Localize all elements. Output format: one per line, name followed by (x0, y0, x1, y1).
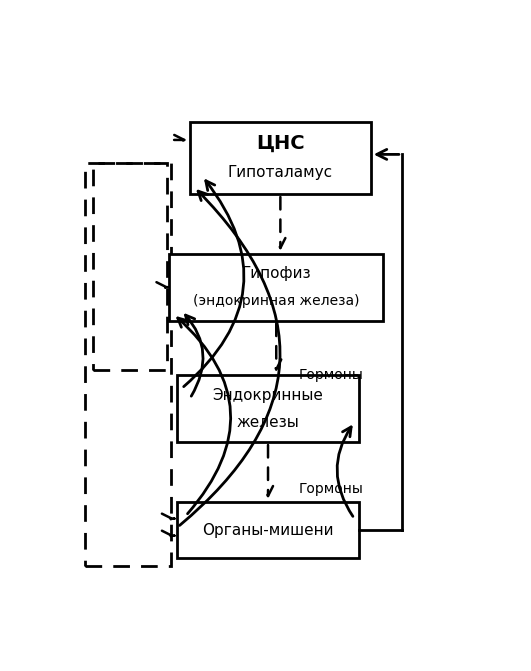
Bar (169, 254, 383, 321)
Text: Гормоны: Гормоны (299, 482, 364, 496)
Text: Эндокринные: Эндокринные (212, 388, 323, 403)
Text: Гипоталамус: Гипоталамус (228, 165, 333, 180)
Bar (177, 502, 358, 558)
Text: Гормоны: Гормоны (299, 368, 364, 382)
Text: железы: железы (237, 415, 299, 429)
Text: Органы-мишени: Органы-мишени (202, 523, 334, 537)
Bar (190, 122, 371, 194)
Bar (93, 163, 167, 370)
Text: ЦНС: ЦНС (256, 134, 305, 153)
Bar (85, 163, 172, 566)
Text: (эндокринная железа): (эндокринная железа) (193, 294, 359, 307)
Bar (177, 375, 358, 442)
Text: Гипофиз: Гипофиз (242, 266, 311, 281)
